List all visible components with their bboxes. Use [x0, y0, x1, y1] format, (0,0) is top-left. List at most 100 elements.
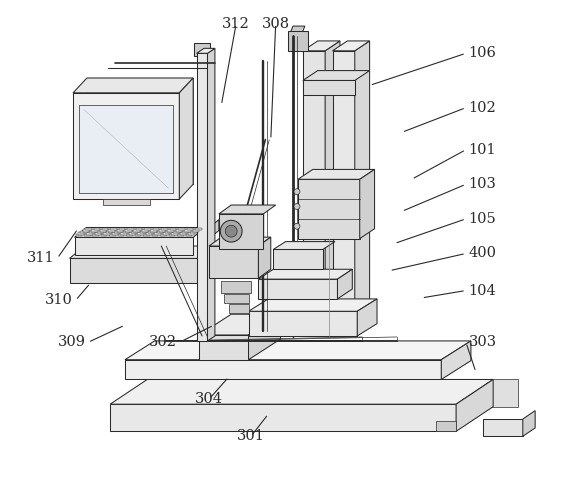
Bar [173, 231, 180, 234]
Polygon shape [103, 199, 149, 205]
Bar [76, 234, 82, 237]
Text: 308: 308 [261, 16, 289, 31]
Bar [91, 230, 98, 232]
Text: 310: 310 [45, 293, 73, 307]
Text: 104: 104 [468, 283, 496, 298]
Polygon shape [199, 335, 248, 360]
Polygon shape [273, 249, 323, 269]
Bar [188, 233, 195, 235]
Polygon shape [125, 360, 441, 380]
Bar [84, 234, 90, 237]
Bar [80, 231, 87, 234]
Bar [148, 231, 155, 234]
Bar [95, 233, 101, 235]
Polygon shape [357, 299, 377, 336]
Bar [178, 228, 185, 231]
Text: 311: 311 [27, 251, 54, 265]
Polygon shape [219, 205, 275, 214]
Polygon shape [125, 341, 471, 360]
Bar [156, 231, 163, 234]
Bar [195, 228, 202, 231]
Polygon shape [199, 314, 281, 335]
Polygon shape [298, 179, 360, 239]
Bar [117, 230, 123, 232]
Text: 103: 103 [468, 177, 496, 191]
Polygon shape [303, 81, 355, 95]
Polygon shape [73, 93, 179, 199]
Polygon shape [79, 105, 173, 193]
Bar [85, 228, 91, 231]
Polygon shape [74, 228, 205, 238]
Text: 102: 102 [468, 101, 496, 115]
Polygon shape [303, 41, 340, 51]
Bar [176, 230, 182, 232]
Bar [193, 230, 199, 232]
Bar [179, 233, 186, 235]
Bar [119, 228, 125, 231]
Bar [161, 228, 168, 231]
Polygon shape [483, 419, 523, 436]
Bar [131, 231, 138, 234]
Bar [122, 231, 129, 234]
Bar [88, 231, 96, 234]
Polygon shape [360, 169, 374, 239]
Text: 309: 309 [57, 335, 86, 349]
Polygon shape [248, 314, 281, 360]
Polygon shape [355, 41, 370, 336]
Bar [146, 233, 152, 235]
Text: 400: 400 [468, 247, 496, 260]
Bar [118, 234, 124, 237]
Text: 106: 106 [468, 46, 496, 60]
Bar [152, 234, 158, 237]
Polygon shape [437, 421, 456, 431]
Polygon shape [248, 299, 377, 311]
Bar [163, 233, 169, 235]
Polygon shape [456, 380, 493, 431]
Polygon shape [298, 169, 374, 179]
Polygon shape [338, 269, 352, 299]
Bar [144, 228, 151, 231]
Bar [177, 234, 183, 237]
Bar [170, 228, 176, 231]
Bar [136, 228, 142, 231]
Bar [102, 228, 108, 231]
Polygon shape [441, 341, 471, 380]
Bar [101, 234, 107, 237]
Polygon shape [229, 304, 248, 313]
Bar [153, 228, 159, 231]
Polygon shape [303, 71, 370, 81]
Bar [127, 234, 133, 237]
Bar [160, 234, 167, 237]
Polygon shape [289, 26, 305, 36]
Bar [171, 233, 178, 235]
Bar [169, 234, 175, 237]
Bar [110, 228, 117, 231]
Text: 303: 303 [468, 335, 496, 349]
Circle shape [220, 220, 242, 242]
Text: 302: 302 [149, 335, 177, 349]
Polygon shape [70, 258, 200, 283]
Text: 105: 105 [468, 212, 496, 226]
Circle shape [294, 189, 300, 195]
Bar [182, 231, 189, 234]
Polygon shape [200, 246, 216, 283]
Bar [93, 234, 99, 237]
Polygon shape [219, 214, 263, 248]
Circle shape [225, 225, 237, 237]
Polygon shape [222, 281, 251, 293]
Bar [159, 230, 165, 232]
Bar [154, 233, 161, 235]
Polygon shape [70, 246, 216, 258]
Bar [108, 230, 115, 232]
Bar [186, 234, 192, 237]
Bar [78, 233, 84, 235]
Polygon shape [523, 411, 535, 436]
Polygon shape [74, 238, 193, 254]
Bar [103, 233, 110, 235]
Polygon shape [87, 78, 193, 184]
Circle shape [294, 223, 300, 229]
Bar [168, 230, 174, 232]
Text: 101: 101 [468, 143, 496, 157]
Bar [185, 230, 191, 232]
Bar [190, 231, 197, 234]
